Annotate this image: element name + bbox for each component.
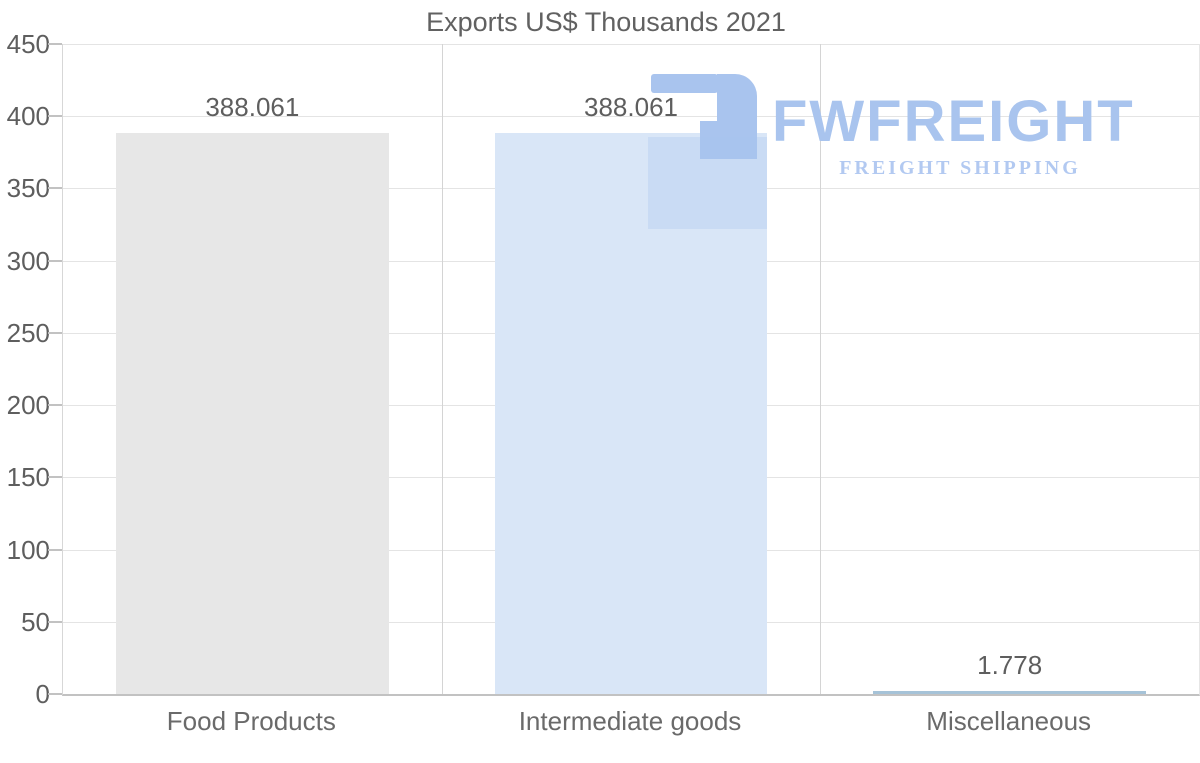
bar xyxy=(873,691,1146,694)
y-tick-mark xyxy=(48,620,62,623)
y-tick-mark xyxy=(48,693,62,695)
y-tick-label: 0 xyxy=(35,679,50,709)
y-tick-mark xyxy=(48,331,62,334)
x-axis-label: Intermediate goods xyxy=(518,706,742,736)
y-tick-label: 400 xyxy=(6,101,50,132)
y-tick-label: 450 xyxy=(6,29,50,59)
y-tick-label: 200 xyxy=(6,390,50,421)
bar-value-label: 388.061 xyxy=(205,92,300,123)
y-tick-mark xyxy=(48,187,62,190)
y-tick-mark xyxy=(48,115,62,118)
y-tick-mark xyxy=(48,43,62,45)
bar xyxy=(494,133,768,694)
x-axis-label: Miscellaneous xyxy=(926,706,1092,736)
gridline-vertical xyxy=(442,44,443,694)
gridline-horizontal xyxy=(63,116,1199,118)
page-title: Exports US$ Thousands 2021 xyxy=(426,7,786,37)
bar xyxy=(116,133,389,694)
y-tick-mark xyxy=(48,259,62,262)
y-tick-label: 300 xyxy=(6,245,50,276)
watermark-tagline-text: FREIGHT SHIPPING xyxy=(839,157,1081,179)
watermark-brand-text: FWFREIGHT xyxy=(772,89,1135,154)
gridline-vertical xyxy=(820,44,821,694)
gridline-horizontal xyxy=(63,44,1199,45)
freight-logo-icon xyxy=(651,74,757,159)
x-axis-label: Food Products xyxy=(166,706,336,736)
y-tick-label: 150 xyxy=(6,462,50,493)
y-tick-label: 350 xyxy=(6,173,50,204)
y-tick-label: 100 xyxy=(6,534,50,565)
plot-area: 388.061 388.061 1.778 xyxy=(62,44,1200,696)
y-tick-mark xyxy=(48,476,62,479)
y-tick-label: 250 xyxy=(6,317,50,348)
bar-value-label: 1.778 xyxy=(977,650,1043,680)
freight-logo-icon-shadow xyxy=(648,137,767,229)
y-tick-label: 50 xyxy=(21,606,50,637)
y-tick-mark xyxy=(48,404,62,407)
y-tick-mark xyxy=(48,548,62,551)
bar-value-label: 388.061 xyxy=(584,92,678,123)
